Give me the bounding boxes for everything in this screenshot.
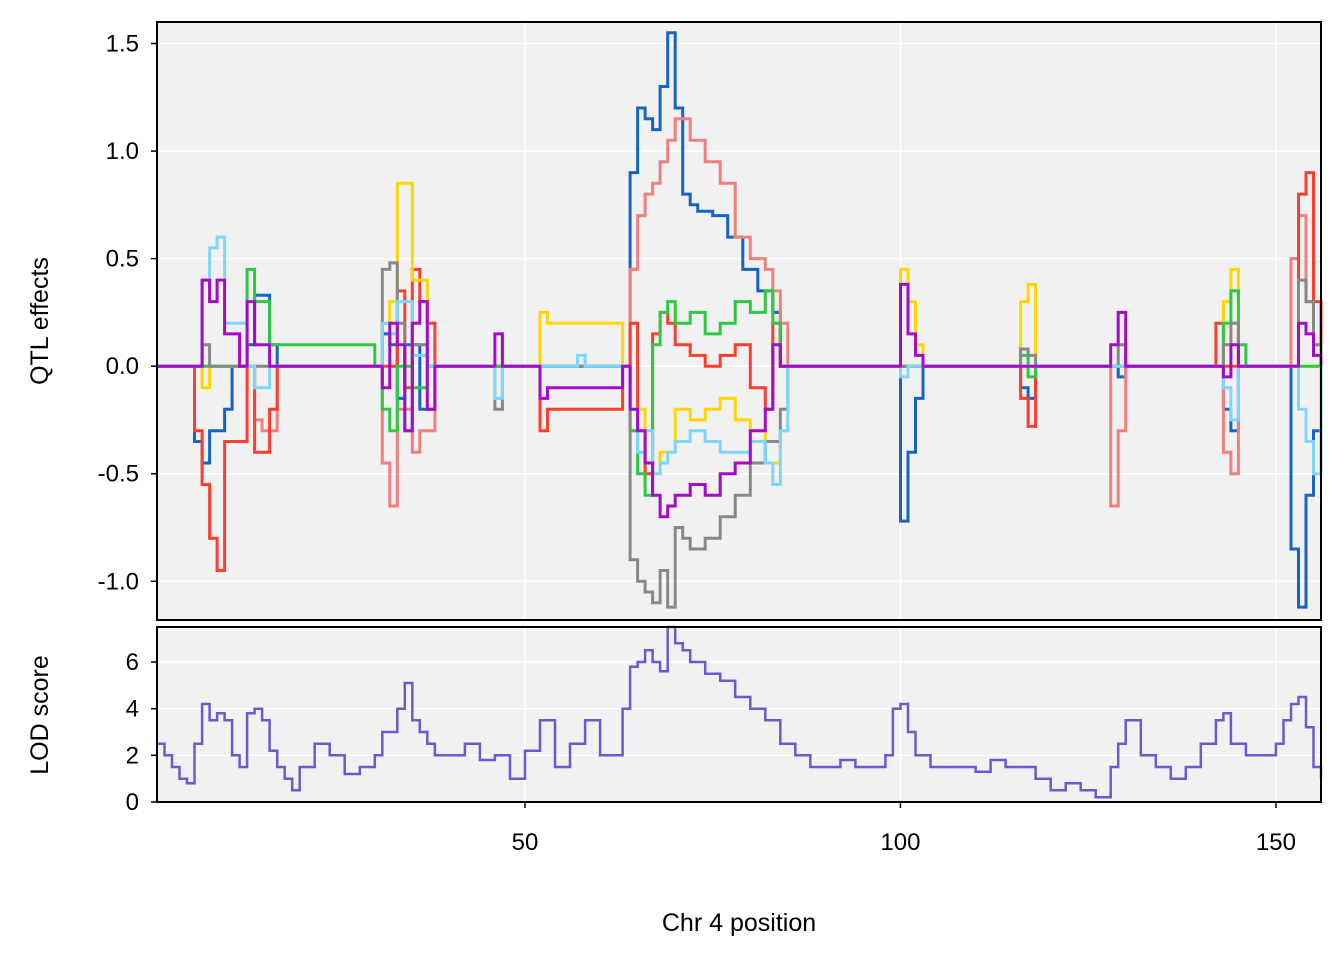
effects-y-ticks: -1.0 -0.5 0.0 0.5 1.0 1.5 xyxy=(98,31,157,595)
effects-series-line-4 xyxy=(157,267,1321,497)
effects-y-axis-title: QTL effects xyxy=(26,257,54,385)
effects-series-line-2 xyxy=(157,171,1323,572)
effects-y-tick-label: -1.0 xyxy=(98,568,139,595)
lod-y-tick-label: 2 xyxy=(126,742,139,769)
lod-panel-bg xyxy=(157,627,1321,802)
lod-panel-frame xyxy=(156,626,1322,803)
lod-y-ticks: 0 2 4 6 xyxy=(126,649,157,816)
effects-series-line-1 xyxy=(157,117,1323,508)
effects-y-tick-label: 1.0 xyxy=(106,138,139,165)
effects-panel-bg xyxy=(157,22,1321,620)
x-axis-title: Chr 4 position xyxy=(662,909,816,937)
effects-y-tick-label: 0.0 xyxy=(106,353,139,380)
lod-y-axis-title: LOD score xyxy=(26,655,54,774)
effects-series-group xyxy=(157,31,1323,609)
x-tick-label: 50 xyxy=(512,829,539,856)
effects-y-tick-label: -0.5 xyxy=(98,461,139,488)
lod-y-tick-label: 6 xyxy=(126,649,139,676)
lod-y-tick-label: 4 xyxy=(126,696,139,723)
x-tick-label: 150 xyxy=(1256,829,1296,856)
effects-y-tick-label: 0.5 xyxy=(106,246,139,273)
effects-y-tick-label: 1.5 xyxy=(106,31,139,58)
x-ticks: 50 100 150 xyxy=(512,802,1296,856)
effects-panel-frame xyxy=(156,21,1322,621)
lod-y-tick-label: 0 xyxy=(126,789,139,816)
lod-series-group xyxy=(157,625,1323,799)
lod-series-line-0 xyxy=(157,625,1323,799)
effects-series-line-7 xyxy=(157,278,1323,519)
effects-series-line-3 xyxy=(157,181,1321,476)
x-tick-label: 100 xyxy=(880,829,920,856)
